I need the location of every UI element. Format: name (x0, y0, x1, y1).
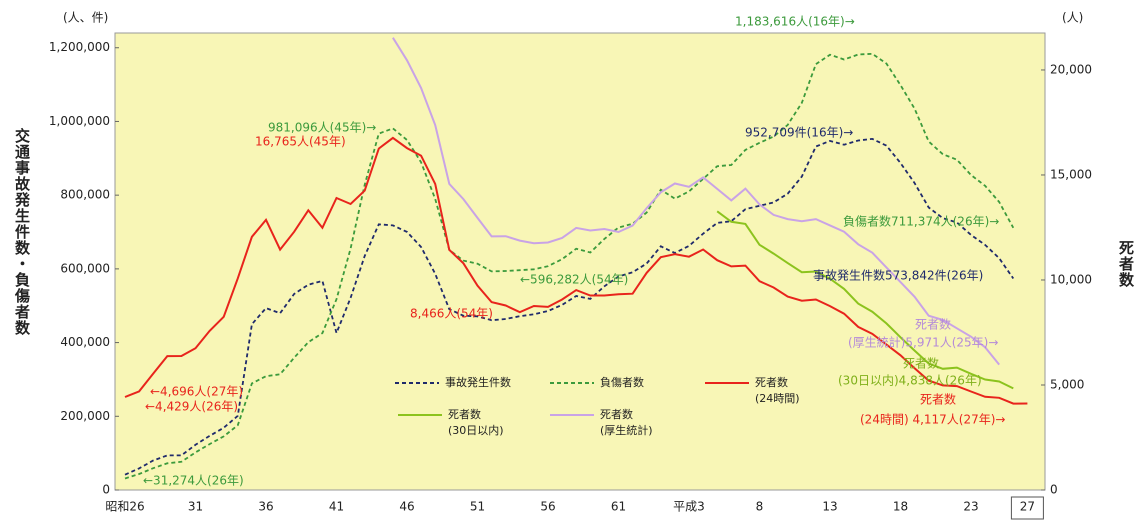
annotation: ←4,696人(27年) (150, 385, 243, 399)
annotation: 16,765人(45年) (255, 135, 346, 149)
annotation: 死者数 (920, 392, 956, 407)
x-tick-label: 61 (611, 500, 626, 514)
legend-sublabel: (24時間) (755, 392, 800, 405)
legend-sublabel: (厚生統計) (600, 423, 653, 437)
annotation: 8,466人(54年) (410, 307, 493, 321)
series-line (124, 137, 1015, 476)
x-tick-label: 36 (258, 500, 273, 514)
legend-label: 負傷者数 (600, 375, 644, 389)
annotation: 死者数 (915, 317, 951, 332)
annotation: 1,183,616人(16年)→ (735, 15, 855, 29)
y-tick-label: 200,000 (60, 409, 110, 423)
x-label-box (1010, 496, 1044, 520)
annotation: (厚生統計)5,971人(25年)→ (848, 335, 998, 350)
x-tick-label: 27 (1020, 500, 1035, 514)
legend-label: 死者数 (600, 408, 633, 421)
x-tick-label: 56 (540, 500, 555, 514)
x-tick-label: 23 (963, 500, 978, 514)
y2-tick-label: 5,000 (1050, 377, 1084, 391)
annotation: ←31,274人(26年) (143, 474, 244, 488)
x-tick-label: 46 (399, 500, 414, 514)
annotation: ←4,429人(26年) (145, 400, 238, 414)
y2-axis-label: 死者数 (1117, 240, 1135, 288)
plot-area (114, 32, 1046, 491)
x-tick-label: 13 (822, 500, 837, 514)
series-line (124, 136, 1028, 405)
y2-tick-label: 0 (1050, 483, 1058, 497)
y-tick-label: 800,000 (60, 188, 110, 202)
y-axis-label: 交通事故発生件数・負傷者数 (13, 128, 31, 336)
y-tick-label: 400,000 (60, 335, 110, 349)
y-tick-label: 0 (102, 483, 110, 497)
y-tick-label: 600,000 (60, 261, 110, 275)
legend-label: 死者数 (448, 408, 481, 421)
x-tick-label: 8 (756, 500, 764, 514)
x-tick-label: 平成3 (673, 500, 705, 514)
legend-label: 事故発生件数 (445, 375, 511, 389)
legend-label: 死者数 (755, 376, 788, 389)
y-tick-label: 1,000,000 (49, 114, 110, 128)
series-line (124, 52, 1015, 480)
y2-tick-label: 10,000 (1050, 272, 1092, 286)
annotation: (30日以内)4,838人(26年) (838, 374, 982, 388)
x-tick-label: 昭和26 (105, 500, 144, 514)
y2-tick-label: 15,000 (1050, 167, 1092, 181)
annotation: 事故発生件数573,842件(26年) (813, 268, 983, 283)
y2-unit-label: (人) (1062, 11, 1083, 25)
annotation: (24時間) 4,117人(27年)→ (860, 413, 1006, 427)
y-unit-label: (人、件) (63, 11, 108, 25)
x-tick-label: 51 (470, 500, 485, 514)
y2-tick-label: 20,000 (1050, 62, 1092, 76)
annotation: 981,096人(45年)→ (268, 121, 376, 135)
series-line (716, 210, 1014, 390)
series-line (392, 37, 1000, 366)
annotation: 952,709件(16年)→ (745, 126, 853, 140)
x-tick-label: 31 (188, 500, 203, 514)
annotation: ←596,282人(54年) (520, 273, 628, 287)
annotation: 死者数 (903, 356, 939, 371)
x-tick-label: 41 (329, 500, 344, 514)
legend-sublabel: (30日以内) (448, 423, 504, 437)
x-tick-label: 18 (893, 500, 908, 514)
y-tick-label: 1,200,000 (49, 40, 110, 54)
annotation: 負傷者数711,374人(26年)→ (843, 214, 999, 229)
